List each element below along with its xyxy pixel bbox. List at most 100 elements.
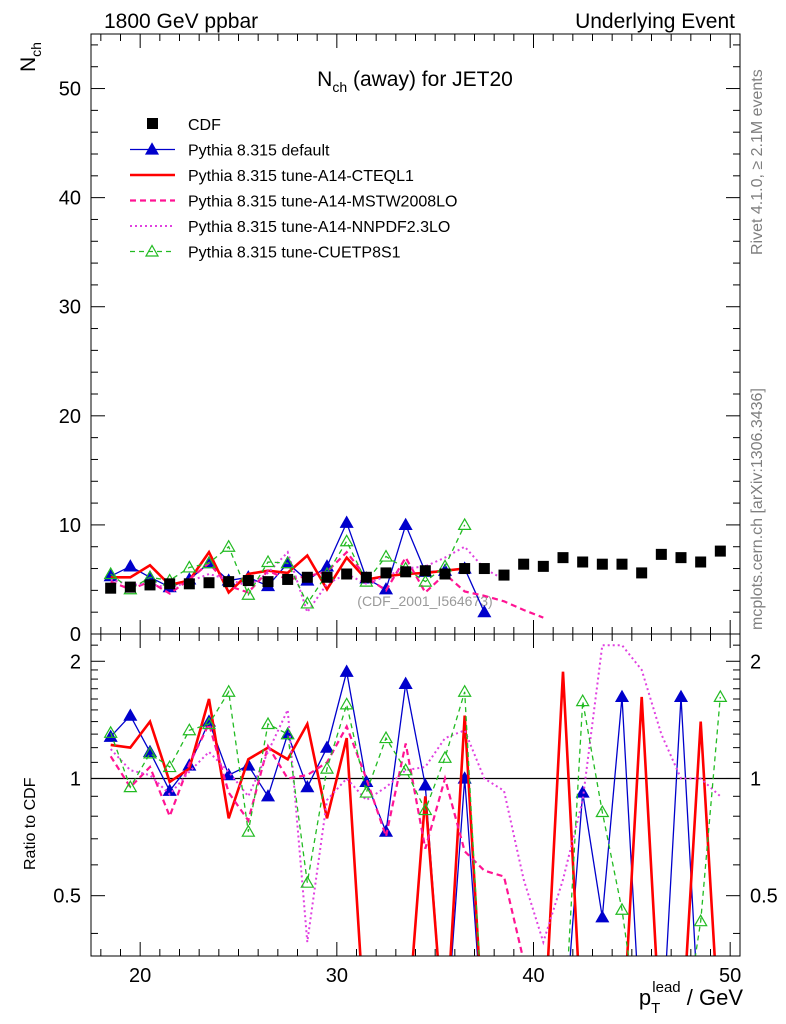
ratio-marker-cuetp8s1 <box>201 716 217 730</box>
main-marker-cdf <box>144 579 156 591</box>
ratio-y-tick-label-right: 0.5 <box>750 886 778 908</box>
main-marker-cdf <box>675 552 687 564</box>
main-marker-cdf <box>282 573 294 585</box>
plot-title: Nch (away) for JET20 <box>317 68 513 95</box>
ratio-marker-default <box>300 779 315 793</box>
ratio-line-default <box>110 671 697 956</box>
main-marker-cuetp8s1 <box>241 587 256 600</box>
ratio-marker-cuetp8s1 <box>713 689 728 703</box>
main-marker-cuetp8s1 <box>418 574 433 587</box>
legend: CDF Pythia 8.315 default Pythia 8.315 tune… <box>130 117 457 262</box>
x-tick-label: 40 <box>522 965 544 987</box>
ratio-marker-cuetp8s1 <box>359 785 374 798</box>
main-y-axis-label: Nch <box>17 42 44 72</box>
main-marker-default <box>398 517 413 531</box>
plot-title-sub: ch <box>332 79 347 95</box>
ratio-y-tick-label-left: 1 <box>70 768 81 790</box>
ratio-axis-ticks: 0.5 0.5 1 1 2 2 20 30 40 50 <box>53 634 778 987</box>
main-marker-cdf <box>655 548 667 560</box>
main-marker-cdf <box>714 545 726 557</box>
ratio-y-tick-label-right: 2 <box>750 651 761 673</box>
legend-marker-cdf <box>147 118 158 129</box>
main-y-tick-label: 10 <box>59 515 81 537</box>
ratio-y-tick-label-left: 0.5 <box>53 886 81 908</box>
ratio-marker-cuetp8s1 <box>595 804 610 818</box>
main-y-tick-label: 0 <box>70 624 81 646</box>
ratio-marker-cuetp8s1 <box>693 913 708 927</box>
ratio-marker-default <box>260 789 276 802</box>
legend-label-mstw: Pythia 8.315 tune-A14-MSTW2008LO <box>188 194 457 211</box>
main-marker-cuetp8s1 <box>280 555 295 569</box>
main-y-axis-label-sub: ch <box>28 42 44 57</box>
legend-marker-cuetp8s1 <box>144 244 160 257</box>
main-y-tick-label: 30 <box>59 297 81 319</box>
ratio-line-cuetp8s1 <box>110 689 721 956</box>
main-marker-default <box>477 604 492 618</box>
x-axis-label-main: p <box>639 985 651 1010</box>
main-marker-cuetp8s1 <box>339 534 354 547</box>
main-marker-cdf <box>262 576 274 588</box>
ratio-marker-cuetp8s1 <box>319 761 335 774</box>
main-series-layer <box>103 515 726 619</box>
main-marker-cuetp8s1 <box>300 596 315 609</box>
main-y-tick-label: 40 <box>59 188 81 210</box>
x-tick-label: 20 <box>129 965 151 987</box>
main-marker-cdf <box>518 558 530 570</box>
main-marker-cdf <box>203 577 215 589</box>
main-marker-cdf <box>596 558 608 570</box>
ratio-marker-cuetp8s1 <box>182 723 197 736</box>
x-tick-label: 50 <box>719 965 741 987</box>
main-marker-cdf <box>105 582 117 594</box>
legend-label-default: Pythia 8.315 default <box>188 143 330 160</box>
main-marker-cdf <box>360 571 372 583</box>
analysis-watermark: (CDF_2001_I564673) <box>357 593 492 609</box>
x-tick-label: 30 <box>326 965 348 987</box>
main-y-tick-label: 50 <box>59 79 81 101</box>
ratio-line-mstw <box>109 720 524 956</box>
ratio-marker-cuetp8s1 <box>103 725 118 738</box>
ratio-y-axis-label: Ratio to CDF <box>22 777 39 870</box>
main-axis-ticks: 0 10 20 30 40 50 <box>59 34 740 646</box>
main-marker-cdf <box>695 556 707 568</box>
ratio-marker-default <box>339 664 354 677</box>
main-marker-cdf <box>459 563 471 575</box>
ratio-marker-cuetp8s1 <box>457 684 472 697</box>
ratio-marker-default <box>418 778 433 791</box>
main-marker-cdf <box>478 563 490 575</box>
ratio-marker-cuetp8s1 <box>123 779 138 793</box>
main-marker-cdf <box>321 571 333 583</box>
main-marker-cdf <box>439 568 451 580</box>
ratio-y-tick-label-left: 2 <box>70 651 81 673</box>
main-marker-cdf <box>419 565 431 577</box>
ratio-marker-default <box>673 689 689 703</box>
main-y-tick-label: 20 <box>59 406 81 428</box>
main-marker-cdf <box>380 567 392 579</box>
ratio-plot-frame <box>90 633 741 957</box>
main-marker-cdf <box>242 575 254 587</box>
ratio-marker-default <box>103 729 118 742</box>
x-axis-label: pTlead / GeV <box>639 979 743 1017</box>
header-left: 1800 GeV ppbar <box>104 10 258 33</box>
main-marker-cdf <box>341 568 353 580</box>
legend-label-cuetp8s1: Pythia 8.315 tune-CUETP8S1 <box>188 245 401 262</box>
ratio-marker-cuetp8s1 <box>241 824 256 837</box>
ratio-marker-default <box>614 689 630 703</box>
ratio-marker-cuetp8s1 <box>300 875 315 888</box>
main-marker-cdf <box>223 576 235 588</box>
main-marker-cdf <box>183 578 195 590</box>
ratio-marker-cuetp8s1 <box>339 697 354 710</box>
ratio-marker-cuetp8s1 <box>221 684 236 697</box>
ratio-marker-cuetp8s1 <box>378 730 394 744</box>
main-marker-cdf <box>636 567 648 579</box>
main-marker-cdf <box>498 569 510 581</box>
header-right: Underlying Event <box>575 10 735 33</box>
ratio-marker-cuetp8s1 <box>398 763 413 776</box>
main-marker-cdf <box>577 556 589 568</box>
ratio-series-layer <box>103 644 728 956</box>
main-marker-cdf <box>124 581 136 593</box>
main-marker-cuetp8s1 <box>260 554 276 568</box>
ratio-marker-cuetp8s1 <box>260 716 276 730</box>
ratio-marker-cuetp8s1 <box>142 746 158 759</box>
